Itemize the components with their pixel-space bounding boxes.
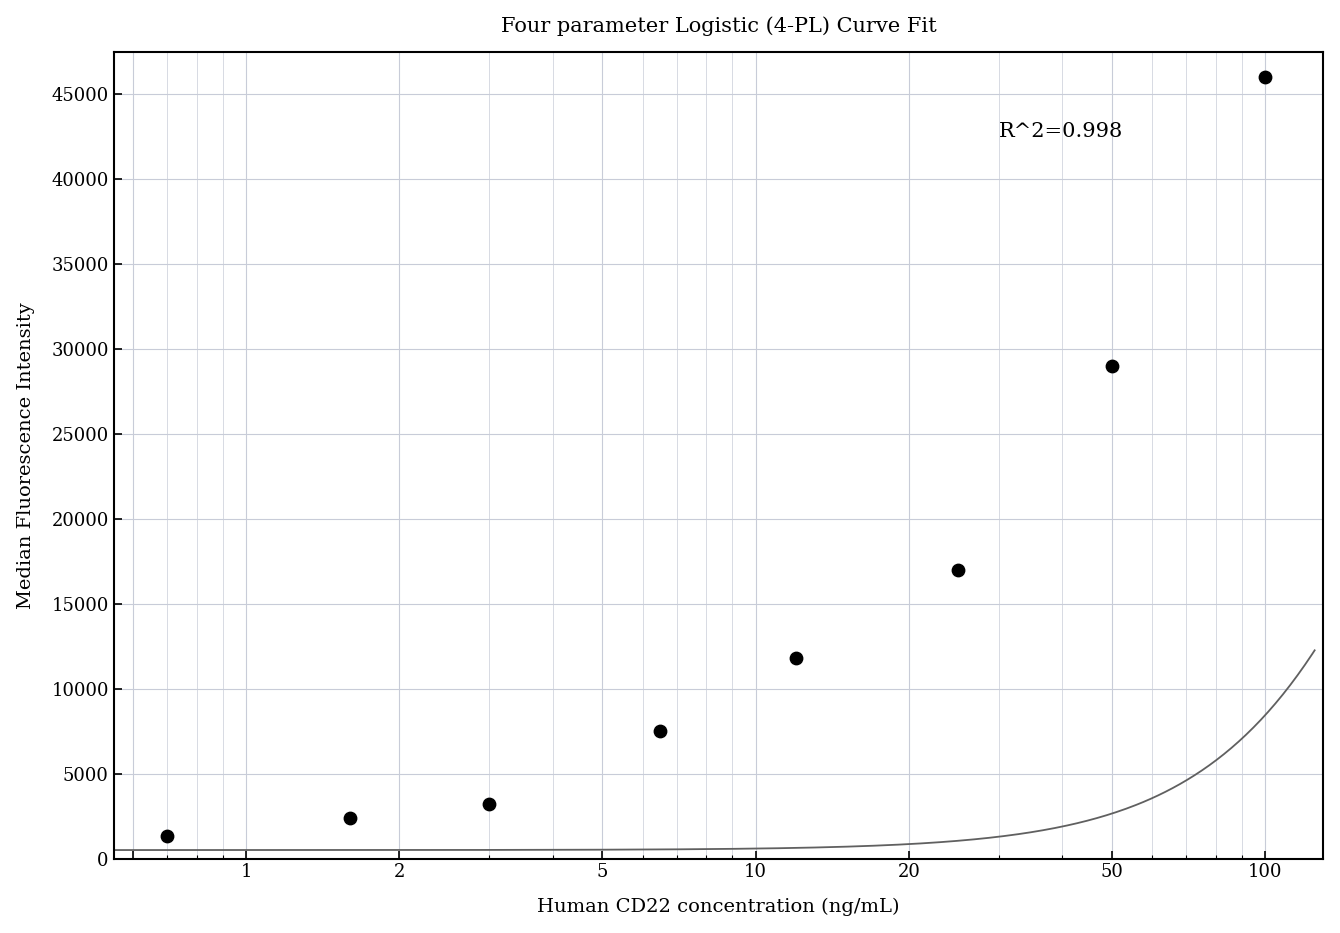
- Title: Four parameter Logistic (4-PL) Curve Fit: Four parameter Logistic (4-PL) Curve Fit: [501, 17, 937, 36]
- Point: [1101, 358, 1123, 373]
- Point: [478, 797, 500, 812]
- Point: [157, 829, 178, 844]
- Point: [650, 724, 671, 739]
- Point: [785, 650, 807, 665]
- Point: [947, 563, 969, 578]
- X-axis label: Human CD22 concentration (ng/mL): Human CD22 concentration (ng/mL): [537, 898, 899, 916]
- Y-axis label: Median Fluorescence Intensity: Median Fluorescence Intensity: [16, 301, 35, 608]
- Point: [339, 811, 360, 826]
- Point: [1254, 70, 1276, 85]
- Text: R^2=0.998: R^2=0.998: [998, 121, 1123, 141]
